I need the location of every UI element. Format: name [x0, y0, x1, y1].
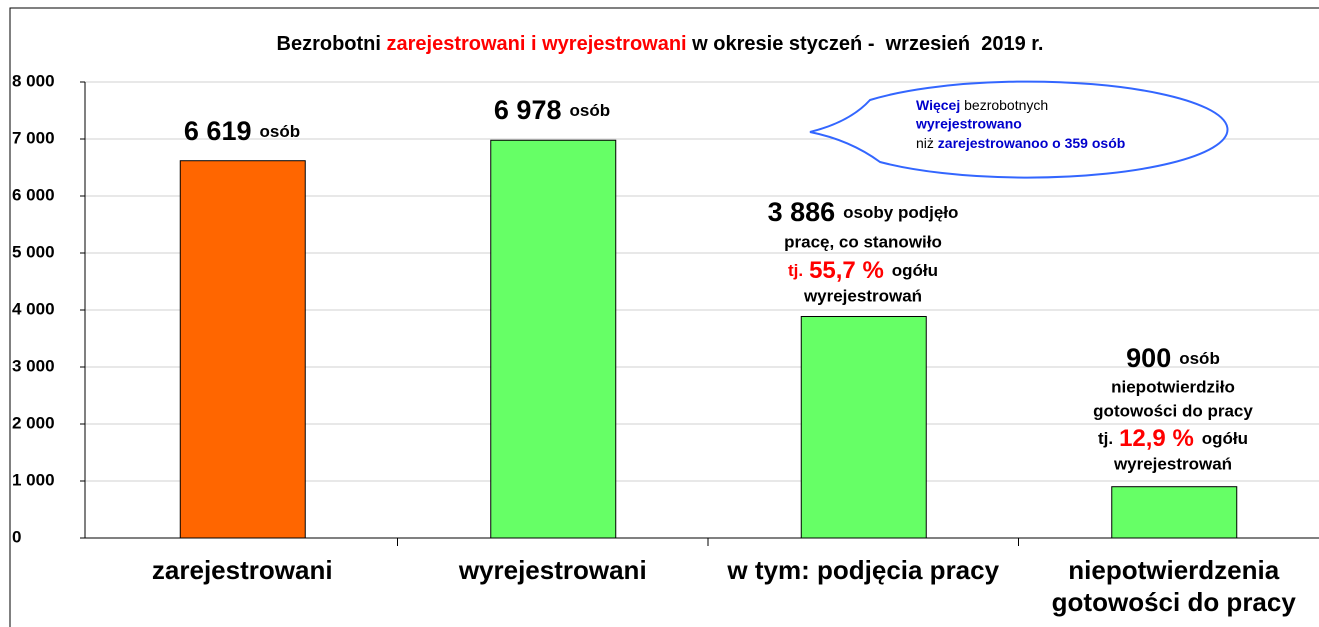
x-tick-label: w tym: podjęcia pracy	[727, 555, 1000, 585]
y-tick-label: 5 000	[12, 242, 55, 261]
annotation: tj. 12,9 % ogółu	[1098, 425, 1248, 452]
y-tick-label: 0	[12, 527, 21, 546]
y-tick-label: 6 000	[12, 185, 55, 204]
callout-bubble	[809, 80, 1229, 179]
value-label: 900	[1126, 343, 1171, 373]
callout-text: niż	[916, 135, 938, 151]
value-label: 6 978	[494, 95, 562, 125]
bar	[179, 160, 306, 539]
chart-title: Bezrobotni zarejestrowani i wyrejestrowa…	[277, 33, 1044, 55]
annotation: ogółu	[892, 261, 938, 280]
annotation: ogółu	[1202, 429, 1248, 448]
title-part: Bezrobotni	[277, 33, 387, 55]
bar	[490, 139, 617, 539]
callout-line: Więcej bezrobotnych	[916, 97, 1048, 113]
y-tick-label: 7 000	[12, 128, 55, 147]
x-tick-label: wyrejestrowani	[458, 555, 647, 585]
annotation: osób	[1179, 349, 1220, 368]
annotation: osoby podjęło	[843, 203, 958, 222]
annotation: wyrejestrowań	[803, 286, 922, 305]
annotation: niepotwierdziło	[1111, 377, 1235, 396]
data-label: 900 osób	[1126, 343, 1220, 373]
plot: 0 1 000 2 000 3 000 4 000 5 000 6 000 7 000 8 00…	[12, 71, 1319, 546]
y-tick-label: 2 000	[12, 413, 55, 432]
annotation: pracę, co stanowiło	[784, 232, 942, 251]
x-tick-label: niepotwierdzenia gotowości do pracy	[1051, 555, 1296, 617]
annotation: tj. 55,7 % ogółu	[788, 257, 938, 284]
y-tick-label: 1 000	[12, 470, 55, 489]
title-part: zarejestrowani i wyrejestrowani	[387, 33, 687, 55]
annotation: 55,7 %	[809, 257, 884, 284]
data-label: 6 619 osób	[184, 116, 300, 146]
annotation: osób	[259, 122, 300, 141]
annotation: tj.	[788, 261, 803, 280]
value-label: 3 886	[768, 197, 836, 227]
callout-text: Więcej	[916, 97, 960, 113]
title-part: w okresie styczeń - wrzesień 2019 r.	[687, 33, 1044, 55]
annotation: wyrejestrowań	[1113, 454, 1232, 473]
callout-text: bezrobotnych	[960, 97, 1048, 113]
data-label: 6 978 osób	[494, 95, 610, 125]
x-tick-label: zarejestrowani	[151, 555, 333, 585]
frame	[9, 7, 1319, 627]
annotation: osób	[569, 101, 610, 120]
annotation: tj.	[1098, 429, 1113, 448]
value-label: 6 619	[184, 116, 252, 146]
bar	[1111, 486, 1238, 539]
y-tick-label: 4 000	[12, 299, 55, 318]
callout-text: zarejestrowanoo o 359 osób	[938, 135, 1126, 151]
annotation: gotowości do pracy	[1093, 401, 1253, 420]
y-tick-label: 8 000	[12, 71, 55, 90]
annotation: 12,9 %	[1119, 425, 1194, 452]
bar	[800, 315, 927, 539]
callout-text: wyrejestrowano	[915, 116, 1022, 132]
callout-line: niż zarejestrowanoo o 359 osób	[916, 135, 1125, 151]
y-tick-label: 3 000	[12, 356, 55, 375]
data-label: 3 886 osoby podjęło	[768, 197, 959, 227]
